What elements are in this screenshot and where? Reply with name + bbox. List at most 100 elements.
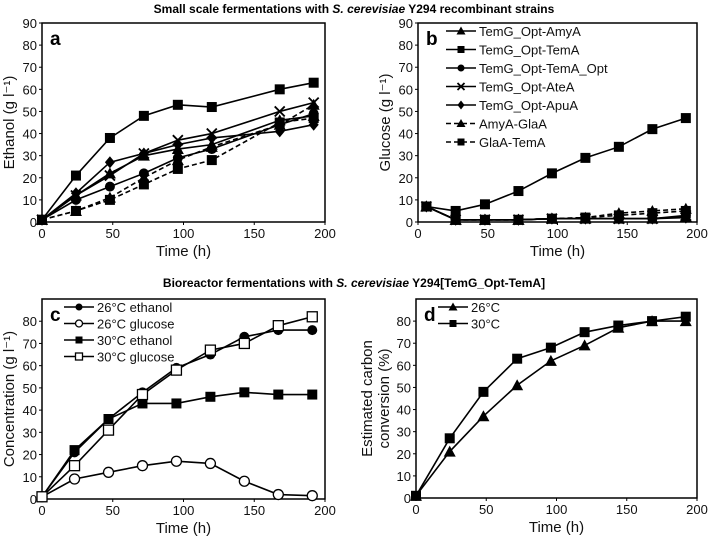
data-point xyxy=(513,214,524,225)
data-point xyxy=(138,110,149,121)
data-point xyxy=(170,364,183,376)
data-point xyxy=(272,320,284,332)
y-tick-label: 20 xyxy=(23,171,37,186)
legend-label: 30°C xyxy=(471,317,500,332)
data-point xyxy=(170,455,183,467)
x-tick-label: 150 xyxy=(616,502,638,517)
data-point xyxy=(104,169,116,182)
data-point xyxy=(479,214,490,225)
x-axis-label: Time (h) xyxy=(530,243,585,260)
y-tick-label: 50 xyxy=(23,104,37,119)
legend-label: TemG_Opt-TemA_Opt xyxy=(479,61,608,76)
x-tick-label: 100 xyxy=(546,502,568,517)
data-point xyxy=(274,105,286,118)
data-point xyxy=(580,212,591,223)
data-point xyxy=(274,84,285,95)
y-tick-label: 70 xyxy=(23,336,37,351)
data-point xyxy=(307,389,318,400)
data-point xyxy=(238,337,250,350)
x-tick-label: 200 xyxy=(314,226,336,241)
legend-label: TemG_Opt-TemA xyxy=(479,43,580,58)
data-point xyxy=(171,154,184,166)
data-point xyxy=(545,342,556,353)
y-axis-label: Ethanol (g l⁻¹) xyxy=(1,76,18,170)
y-tick-label: 0 xyxy=(30,215,37,230)
data-point xyxy=(103,414,114,424)
data-point xyxy=(204,344,217,356)
data-point xyxy=(68,460,81,472)
data-point xyxy=(136,388,149,401)
x-tick-label: 150 xyxy=(243,226,265,241)
x-tick-label: 0 xyxy=(414,226,421,241)
y-tick-label: 0 xyxy=(30,492,37,507)
data-point xyxy=(68,473,81,485)
y-tick-label: 0 xyxy=(406,215,413,230)
y-tick-label: 50 xyxy=(399,104,413,119)
y-tick-label: 20 xyxy=(399,171,413,186)
panel-a: 0 50 100 150 200 0 10 20 30 40 50 60 70 80 90 Time (h) E… xyxy=(1,16,336,260)
data-point xyxy=(579,327,590,338)
y-tick-label: 50 xyxy=(23,381,37,396)
x-tick-label: 100 xyxy=(547,226,569,241)
legend: TemG_Opt-AmyA TemG_Opt-TemA TemG_Opt-TemA_… xyxy=(446,24,608,150)
legend-label: 26°C ethanol xyxy=(97,300,172,315)
legend-label: 26°C xyxy=(471,300,500,315)
y-tick-label: 10 xyxy=(397,469,411,484)
y-tick-label: 60 xyxy=(399,82,413,97)
x-tick-label: 0 xyxy=(412,502,419,517)
legend-label: AmyA-GlaA xyxy=(479,117,547,132)
legend-marker xyxy=(74,352,84,361)
x-tick-label: 200 xyxy=(686,226,708,241)
data-point xyxy=(274,117,285,128)
data-point xyxy=(444,433,455,444)
data-point xyxy=(443,445,456,457)
panel-label: c xyxy=(50,305,61,326)
series-line xyxy=(41,123,314,221)
data-point xyxy=(138,179,149,190)
data-point xyxy=(308,113,319,124)
y-tick-label: 40 xyxy=(23,403,37,418)
data-point xyxy=(544,354,557,366)
data-point xyxy=(205,391,216,402)
data-point xyxy=(104,156,115,169)
x-tick-label: 50 xyxy=(479,502,493,517)
x-tick-label: 50 xyxy=(106,226,120,241)
data-point xyxy=(238,475,250,487)
y-tick-label: 80 xyxy=(397,314,411,329)
legend-marker xyxy=(457,46,465,53)
y-tick-label: 50 xyxy=(397,380,411,395)
y-tick-label: 80 xyxy=(23,314,37,329)
data-point xyxy=(206,155,217,166)
panel-b: 0 50 100 150 200 0 10 20 30 40 50 60 70 80 90 Time (h) G… xyxy=(377,16,708,260)
x-tick-label: 100 xyxy=(173,503,195,518)
data-point xyxy=(172,163,183,174)
y-axis-label: Concentration (g l⁻¹) xyxy=(1,331,18,467)
x-tick-label: 0 xyxy=(38,503,45,518)
legend-label: TemG_Opt-AmyA xyxy=(479,24,581,39)
data-point xyxy=(421,201,432,212)
y-axis-label: conversion (%) xyxy=(376,348,393,448)
legend-label: 30°C glucose xyxy=(97,350,174,365)
y-tick-label: 80 xyxy=(399,38,413,53)
data-point xyxy=(613,320,624,331)
legend-marker xyxy=(75,303,83,311)
data-point xyxy=(69,445,80,456)
data-point xyxy=(479,199,490,210)
panel-label: d xyxy=(424,305,436,326)
series-line xyxy=(41,117,314,221)
y-tick-label: 20 xyxy=(23,448,37,463)
data-point xyxy=(546,168,557,179)
legend-label: 26°C glucose xyxy=(97,317,174,332)
y-axis-label: Glucose (g l⁻¹) xyxy=(377,74,394,172)
y-tick-label: 0 xyxy=(404,491,411,506)
data-point xyxy=(204,457,217,470)
data-point xyxy=(613,210,624,221)
series-line xyxy=(41,101,314,221)
legend-marker xyxy=(74,319,84,328)
data-point xyxy=(647,208,658,219)
data-point xyxy=(680,205,691,216)
y-axis-label: Estimated carbon xyxy=(359,340,376,457)
y-tick-label: 30 xyxy=(23,149,37,164)
data-point xyxy=(306,311,318,323)
